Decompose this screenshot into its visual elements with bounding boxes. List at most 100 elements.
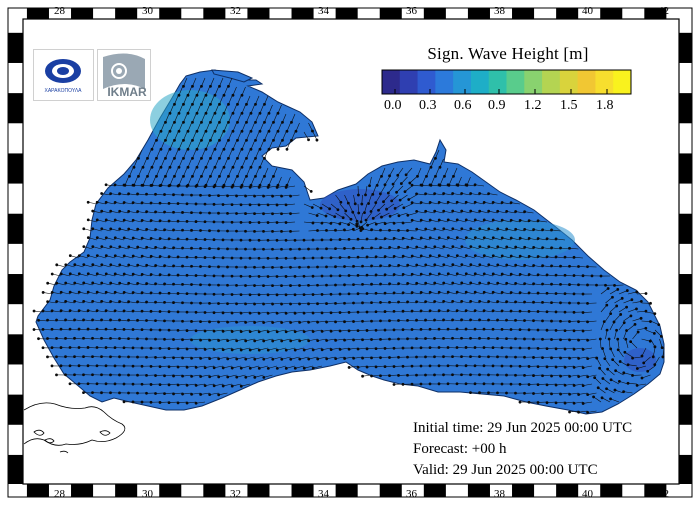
wave-arrow <box>173 265 183 268</box>
wave-arrow-head <box>446 254 450 258</box>
wave-arrow <box>245 320 255 323</box>
wave-arrow <box>484 273 494 277</box>
wave-arrow-head <box>284 330 288 334</box>
wave-arrow-head <box>424 281 428 285</box>
wave-arrow <box>643 356 651 364</box>
wave-arrow-head <box>397 282 401 286</box>
wave-arrow-head <box>122 400 126 404</box>
wave-arrow-head <box>469 318 472 322</box>
wave-arrow-head <box>91 299 95 303</box>
wave-arrow <box>241 293 251 295</box>
wave-arrow-head <box>266 330 270 334</box>
wave-arrow <box>556 347 566 350</box>
wave-arrow-head <box>218 102 221 106</box>
wave-arrow <box>620 361 629 367</box>
wave-arrow-head <box>262 357 266 361</box>
wave-arrow <box>452 301 462 304</box>
wave-arrow <box>87 347 98 349</box>
wave-arrow-head <box>469 355 472 359</box>
wave-arrow <box>119 264 129 268</box>
wave-arrow <box>443 319 453 322</box>
wave-arrow-head <box>257 311 261 315</box>
wave-arrow-head <box>248 221 252 224</box>
wave-arrow-head <box>253 212 256 216</box>
wave-arrow <box>232 104 237 114</box>
wave-arrow <box>201 95 206 105</box>
wave-arrow-head <box>218 156 221 160</box>
wave-arrow <box>421 329 431 331</box>
wave-arrow-head <box>415 263 419 267</box>
wave-arrow-head <box>487 192 491 196</box>
wave-arrow <box>290 194 300 197</box>
wave-arrow <box>70 273 80 277</box>
wave-arrow-head <box>172 282 175 286</box>
wave-arrow <box>551 265 561 268</box>
wave-arrow-head <box>338 274 342 278</box>
wave-arrow-head <box>365 255 369 259</box>
wave-arrow-head <box>559 374 562 378</box>
wave-arrow-head <box>473 290 477 294</box>
wave-arrow <box>362 338 372 341</box>
wave-arrow-head <box>284 238 288 242</box>
wave-arrow-head <box>249 111 253 115</box>
wave-arrow <box>587 374 597 378</box>
wave-arrow <box>196 104 201 114</box>
wave-arrow <box>398 212 408 216</box>
wave-arrow <box>214 383 224 387</box>
wave-arrow-head <box>325 283 328 287</box>
wave-arrow-head <box>419 327 423 331</box>
wave-arrow <box>409 176 417 184</box>
wave-arrow-head <box>285 147 289 151</box>
wave-arrow-head <box>64 300 68 303</box>
wave-arrow-head <box>262 284 265 288</box>
wave-arrow <box>378 203 386 211</box>
wave-arrow-head <box>253 194 256 198</box>
wave-arrow-head <box>91 355 94 359</box>
wave-arrow-head <box>155 156 158 160</box>
wave-arrow-head <box>410 254 414 258</box>
wave-arrow <box>461 301 471 304</box>
wave-arrow-head <box>284 256 288 260</box>
wave-arrow <box>92 246 102 250</box>
wave-arrow-head <box>559 319 562 323</box>
wave-arrow <box>110 246 120 250</box>
wave-arrow <box>236 320 246 323</box>
wave-arrow <box>219 131 224 141</box>
colorbar <box>381 69 632 95</box>
wave-arrow-head <box>424 209 428 213</box>
wave-arrow <box>285 221 296 223</box>
wave-arrow-head <box>605 387 608 391</box>
wave-arrow-head <box>351 210 355 214</box>
wave-arrow-head <box>568 338 571 342</box>
wave-arrow-head <box>190 283 193 286</box>
wave-arrow-head <box>388 356 391 359</box>
wave-arrow-head <box>191 102 194 106</box>
wave-arrow-head <box>386 191 390 195</box>
wave-arrow <box>317 302 327 305</box>
wave-arrow <box>268 185 278 188</box>
wave-arrow-head <box>172 264 175 268</box>
wave-arrow-head <box>285 129 289 133</box>
wave-arrow <box>317 212 327 217</box>
wave-arrow-head <box>577 410 580 414</box>
wave-arrow <box>312 221 322 224</box>
wave-arrow-head <box>428 218 432 222</box>
wave-arrow-head <box>113 254 117 258</box>
wave-arrow-head <box>640 376 644 380</box>
wave-arrow <box>160 122 165 132</box>
wave-arrow-head <box>339 200 343 204</box>
wave-arrow <box>362 356 372 359</box>
wave-arrow <box>223 365 233 369</box>
wave-arrow-head <box>145 245 149 249</box>
wave-arrow-head <box>482 346 486 349</box>
wave-arrow-head <box>404 173 408 177</box>
wave-arrow-head <box>212 348 216 351</box>
wave-arrow-head <box>131 346 135 350</box>
wave-arrow <box>164 374 174 377</box>
wave-arrow-head <box>473 183 477 187</box>
wave-arrow <box>191 374 201 377</box>
wave-arrow <box>457 176 462 186</box>
wave-arrow-head <box>550 374 553 378</box>
wave-arrow-head <box>355 219 359 223</box>
wave-arrow <box>349 347 359 350</box>
